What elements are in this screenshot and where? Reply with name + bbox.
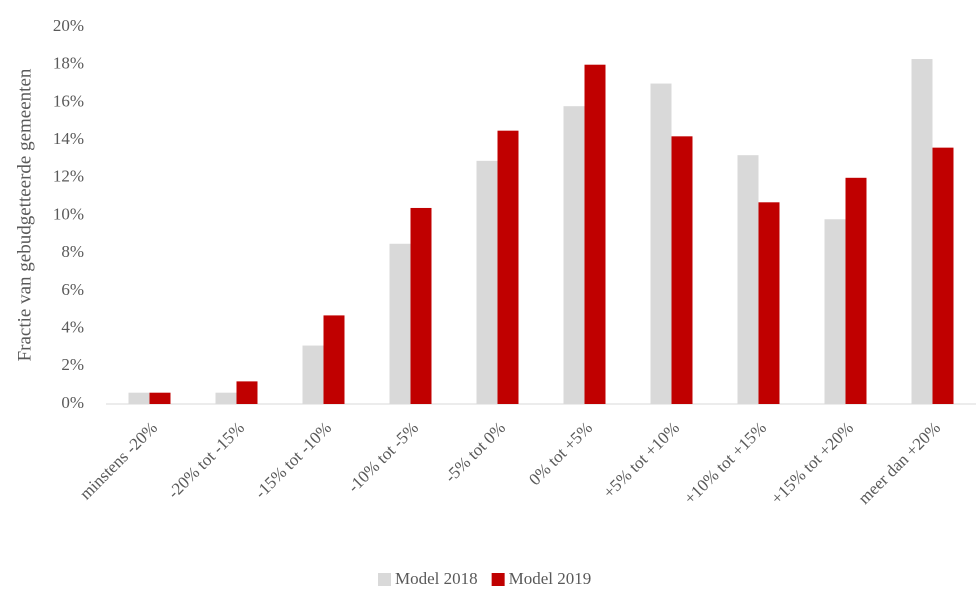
bar [497,130,519,405]
legend-swatch [491,573,505,586]
bar [911,59,933,405]
bar [932,147,954,404]
y-axis-label: Fractie van gebudgetteerde gemeenten [14,68,35,361]
x-tick-label: minstens -20% [76,418,161,503]
y-tick-label: 0% [61,393,84,412]
bar [650,83,672,405]
bar [737,155,759,404]
bar [149,392,171,404]
bar [323,315,345,404]
bar [758,202,780,404]
y-tick-label: 20% [53,16,84,35]
x-tick-label: -10% tot -5% [344,418,422,496]
bar [236,381,258,404]
x-tick-label: -5% tot 0% [441,418,509,486]
bar [824,219,846,404]
bar [671,136,693,404]
y-tick-label: 10% [53,204,84,223]
y-tick-label: 4% [61,318,84,337]
x-tick-label: -20% tot -15% [164,418,248,502]
legend-label: Model 2018 [395,569,478,588]
legend-label: Model 2019 [509,569,592,588]
x-tick-label: 0% tot +5% [525,418,596,489]
y-tick-label: 8% [61,242,84,261]
bar [215,392,237,404]
y-tick-label: 12% [53,167,84,186]
x-tick-label: -15% tot -10% [251,418,335,502]
x-tick-label: +10% tot +15% [680,418,770,508]
x-tick-label: +5% tot +10% [599,418,683,502]
bar [389,243,411,404]
bar [584,64,606,404]
x-tick-label: +15% tot +20% [767,418,857,508]
legend-swatch [378,573,391,586]
bar [410,207,432,404]
y-tick-label: 6% [61,280,84,299]
y-tick-label: 2% [61,355,84,374]
bar [128,392,150,404]
bar [563,106,585,405]
bar [845,177,867,404]
bar [476,160,498,404]
y-tick-label: 14% [53,129,84,148]
bar [302,345,324,404]
y-tick-label: 16% [53,91,84,110]
x-tick-label: meer dan +20% [854,418,944,508]
y-tick-label: 18% [53,54,84,73]
